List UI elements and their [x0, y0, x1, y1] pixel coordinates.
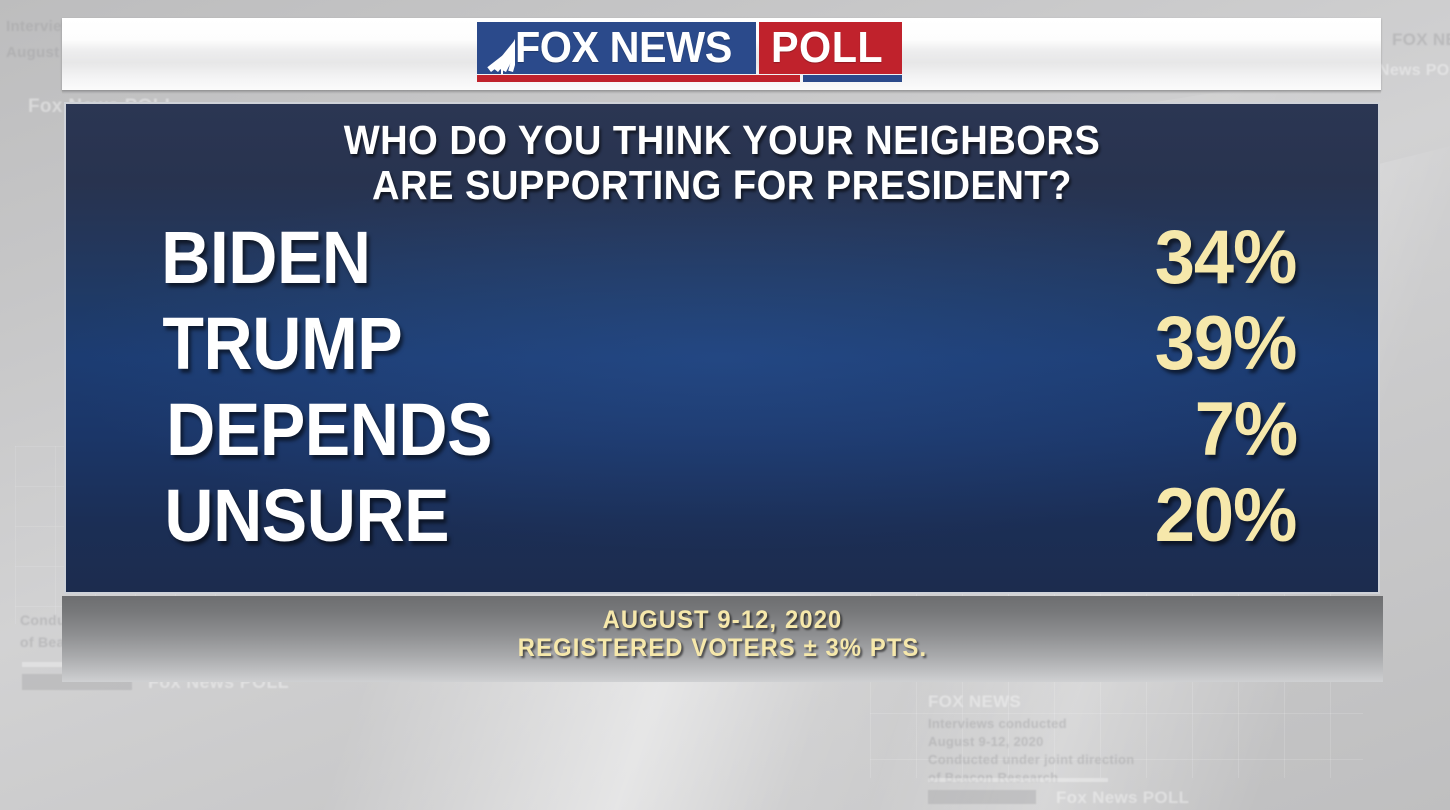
page-title-line-2: ARE SUPPORTING FOR PRESIDENT?	[372, 162, 1072, 208]
result-row-unsure: UNSURE 20%	[152, 478, 1300, 564]
result-value: 39%	[1154, 301, 1298, 386]
result-label: DEPENDS	[166, 388, 493, 471]
result-value: 34%	[1154, 215, 1298, 300]
backdrop-watermark-lower-right-4: of Beacon Research	[928, 770, 1059, 785]
backdrop-watermark-rule-right	[928, 778, 1108, 782]
methodology-note: AUGUST 9-12, 2020 REGISTERED VOTERS ± 3%…	[95, 606, 1350, 662]
logo-network-text: FOX NEWS	[515, 23, 732, 72]
fox-searchlight-icon	[477, 22, 515, 74]
logo-red-plate: POLL	[758, 22, 903, 74]
backdrop-watermark-lower-right-title: FOX NEWS	[928, 692, 1022, 711]
result-value: 7%	[1194, 387, 1298, 472]
result-row-trump: TRUMP 39%	[152, 306, 1300, 392]
poll-dates: AUGUST 9-12, 2020	[602, 606, 843, 634]
backdrop-watermark-top-right: FOX NEWS	[1392, 30, 1450, 49]
logo-product-text: POLL	[770, 23, 883, 72]
page-title-line-1: WHO DO YOU THINK YOUR NEIGHBORS	[343, 117, 1101, 163]
results-list: BIDEN 34% TRUMP 39% DEPENDS 7% UNSURE 20…	[66, 220, 1378, 564]
results-panel: WHO DO YOU THINK YOUR NEIGHBORS ARE SUPP…	[64, 102, 1380, 594]
result-row-biden: BIDEN 34%	[152, 220, 1300, 306]
result-row-depends: DEPENDS 7%	[152, 392, 1300, 478]
logo-underline-red	[477, 75, 800, 82]
result-label: BIDEN	[161, 216, 371, 299]
backdrop-watermark-lower-right-1: Interviews conducted	[928, 716, 1067, 731]
footer-band: AUGUST 9-12, 2020 REGISTERED VOTERS ± 3%…	[62, 596, 1383, 682]
page-title: WHO DO YOU THINK YOUR NEIGHBORS ARE SUPP…	[112, 104, 1332, 208]
logo-underline	[477, 75, 903, 82]
backdrop-watermark-right: News POLL	[1378, 62, 1450, 79]
poll-sample: REGISTERED VOTERS ± 3% PTS.	[517, 634, 928, 662]
fox-news-poll-logo: FOX NEWS POLL	[477, 22, 903, 82]
backdrop-watermark-lower-right-3: Conducted under joint direction	[928, 752, 1135, 767]
result-label: TRUMP	[162, 302, 403, 385]
result-value: 20%	[1154, 473, 1298, 558]
logo-underline-blue	[803, 75, 903, 82]
result-label: UNSURE	[164, 474, 450, 557]
logo-blue-plate: FOX NEWS	[477, 22, 756, 74]
backdrop-watermark-bar-right	[928, 790, 1036, 804]
backdrop-watermark-lower-right-2: August 9-12, 2020	[928, 734, 1044, 749]
backdrop-watermark-lower-right-brand: Fox News POLL	[1056, 788, 1190, 807]
